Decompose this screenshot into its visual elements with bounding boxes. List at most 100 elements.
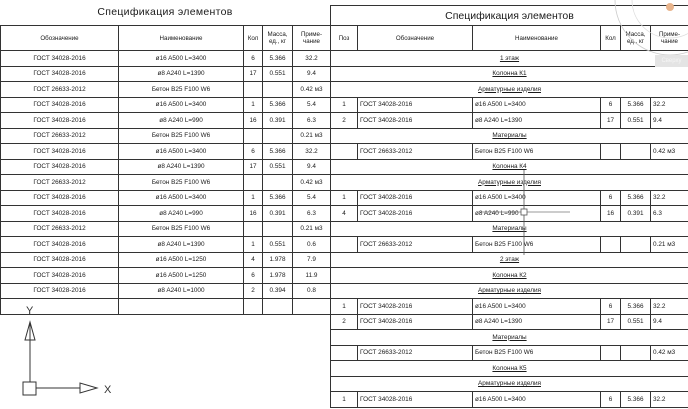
column-header: Приме-чание [649,25,688,51]
table-cell: 9.4 [649,112,688,129]
table-cell: ГОСТ 34028-2016 [357,205,473,222]
table-cell [330,143,358,160]
section-row[interactable]: Арматурные изделия [329,375,688,392]
view-top-button[interactable]: Сверху [655,55,688,67]
table-cell: 5.366 [620,391,651,408]
table-cell: 0.391 [262,112,293,129]
table-cell: 0.42 м3 [649,344,688,361]
table-cell: 32.2 [292,143,331,160]
section-heading: Колонна К1 [329,65,688,82]
table-cell [118,298,244,315]
table-cell: 1 [330,96,358,113]
table-cell: ø8 A240 L=1390 [118,158,244,175]
section-row[interactable]: Арматурные изделия [329,174,688,191]
table-row[interactable]: ГОСТ 26633-2012 Бетон B25 F100 W6 0.21 м3 [0,220,331,237]
column-header: Поз [330,25,358,51]
left-spec-table[interactable]: Обозначение Наименование Кол Масса, ед., кг… [0,25,331,315]
table-cell: 32.2 [649,391,688,408]
table-cell: 0.551 [262,158,293,175]
table-row[interactable]: 2 ГОСТ 34028-2016 ø8 A240 L=1390 17 0.551 9.4 [330,112,688,129]
column-header: Масса, ед., кг [620,25,651,51]
section-row[interactable]: 1 этаж [329,50,688,67]
table-cell: ø16 A500 L=3400 [118,189,244,206]
table-row[interactable]: ГОСТ 26633-2012 Бетон B25 F100 W6 0.42 м3 [0,81,331,98]
table-cell: 1 [330,298,358,315]
table-cell: 32.2 [649,298,688,315]
table-cell: 16 [243,205,263,222]
table-row[interactable]: 1 ГОСТ 34028-2016 ø16 A500 L=3400 6 5.366 32.… [330,298,688,315]
table-cell: ø8 A240 L=990 [118,112,244,129]
table-cell: ГОСТ 34028-2016 [0,143,119,160]
table-cell: ø8 A240 L=1390 [118,65,244,82]
table-cell: ø16 A500 L=3400 [472,189,601,206]
table-row[interactable]: ГОСТ 34028-2016 ø8 A240 L=1390 1 0.551 0.6 [0,236,331,253]
table-row[interactable]: ГОСТ 34028-2016 ø8 A240 L=990 16 0.391 6.3 [0,205,331,222]
table-row[interactable]: ГОСТ 34028-2016 ø16 A500 L=1250 4 1.978 7.9 [0,251,331,268]
table-row[interactable]: 2 ГОСТ 34028-2016 ø8 A240 L=1390 17 0.551 9.4 [330,313,688,330]
section-row[interactable]: Материалы [329,220,688,237]
table-cell: 11.9 [292,267,331,284]
left-table-title: Спецификация элементов [97,6,233,18]
section-row[interactable]: Колонна К5 [329,360,688,377]
table-cell: ГОСТ 34028-2016 [357,189,473,206]
table-cell: 0.8 [292,282,331,299]
table-cell [262,298,293,315]
table-cell: ø16 A500 L=3400 [472,391,601,408]
table-cell: 5.366 [620,96,651,113]
table-cell: ø16 A500 L=3400 [118,50,244,67]
table-row[interactable]: ГОСТ 34028-2016 ø8 A240 L=990 16 0.391 6.3 [0,112,331,129]
section-row[interactable]: Колонна К1 [329,65,688,82]
table-cell: 16 [243,112,263,129]
table-cell: Бетон B25 F100 W6 [472,344,601,361]
section-row[interactable]: Колонна К2 [329,267,688,284]
table-row[interactable]: ГОСТ 26633-2012 Бетон B25 F100 W6 0.21 м3 [330,236,688,253]
ucs-y-label: Y [26,305,34,317]
section-row[interactable]: Материалы [329,127,688,144]
table-cell: 6 [243,143,263,160]
table-row[interactable]: ГОСТ 34028-2016 ø8 A240 L=1390 17 0.551 9.4 [0,65,331,82]
table-cell: Бетон B25 F100 W6 [118,220,244,237]
right-spec-table[interactable]: Спецификация элементов Поз Обозначение Наи… [329,5,688,408]
table-cell: 2 [330,112,358,129]
table-row[interactable]: 1 ГОСТ 34028-2016 ø16 A500 L=3400 6 5.366 32.… [330,391,688,408]
table-cell: 1 [243,189,263,206]
table-row[interactable]: ГОСТ 34028-2016 ø16 A500 L=3400 6 5.366 32.2 [0,50,331,67]
table-row[interactable]: ГОСТ 34028-2016 ø16 A500 L=3400 6 5.366 32.2 [0,143,331,160]
section-heading: Арматурные изделия [329,174,688,191]
table-cell: 0.21 м3 [649,236,688,253]
column-header: Масса, ед., кг [262,25,293,51]
table-row[interactable]: 4 ГОСТ 34028-2016 ø8 A240 L=990 16 0.391 6.3 [330,205,688,222]
table-cell [620,143,651,160]
table-cell: Бетон B25 F100 W6 [118,127,244,144]
table-row[interactable]: ГОСТ 26633-2012 Бетон B25 F100 W6 0.42 м3 [0,174,331,191]
table-row[interactable]: ГОСТ 26633-2012 Бетон B25 F100 W6 0.21 м3 [0,127,331,144]
table-cell: ГОСТ 34028-2016 [0,282,119,299]
table-row[interactable]: ГОСТ 34028-2016 ø8 A240 L=1390 17 0.551 9.4 [0,158,331,175]
table-cell: 0.551 [620,112,651,129]
table-cell: ø16 A500 L=3400 [472,298,601,315]
column-header: Кол [243,25,263,51]
table-row[interactable]: 1 ГОСТ 34028-2016 ø16 A500 L=3400 6 5.366 32.… [330,96,688,113]
table-cell: 9.4 [292,158,331,175]
table-row[interactable]: ГОСТ 26633-2012 Бетон B25 F100 W6 0.42 м3 [330,143,688,160]
section-row[interactable]: 2 этаж [329,251,688,268]
table-cell: Бетон B25 F100 W6 [472,143,601,160]
section-row[interactable]: Материалы [329,329,688,346]
table-row[interactable]: ГОСТ 34028-2016 ø16 A500 L=3400 1 5.366 5.4 [0,96,331,113]
table-cell: 17 [243,65,263,82]
section-row[interactable]: Арматурные изделия [329,81,688,98]
table-cell: ГОСТ 34028-2016 [0,65,119,82]
table-row[interactable]: ГОСТ 26633-2012 Бетон B25 F100 W6 0.42 м3 [330,344,688,361]
table-row[interactable]: 1 ГОСТ 34028-2016 ø16 A500 L=3400 6 5.366 32.… [330,189,688,206]
table-cell: ГОСТ 34028-2016 [0,112,119,129]
table-cell [330,236,358,253]
table-row[interactable]: ГОСТ 34028-2016 ø16 A500 L=1250 6 1.978 11.9 [0,267,331,284]
table-cell: ГОСТ 26633-2012 [0,174,119,191]
table-cell [262,220,293,237]
section-row[interactable]: Арматурные изделия [329,282,688,299]
table-cell: 1 [243,236,263,253]
table-cell: 1.978 [262,251,293,268]
section-row[interactable]: Колонна К4 [329,158,688,175]
table-row[interactable]: ГОСТ 34028-2016 ø8 A240 L=1000 2 0.394 0.8 [0,282,331,299]
table-row[interactable]: ГОСТ 34028-2016 ø16 A500 L=3400 1 5.366 5.4 [0,189,331,206]
